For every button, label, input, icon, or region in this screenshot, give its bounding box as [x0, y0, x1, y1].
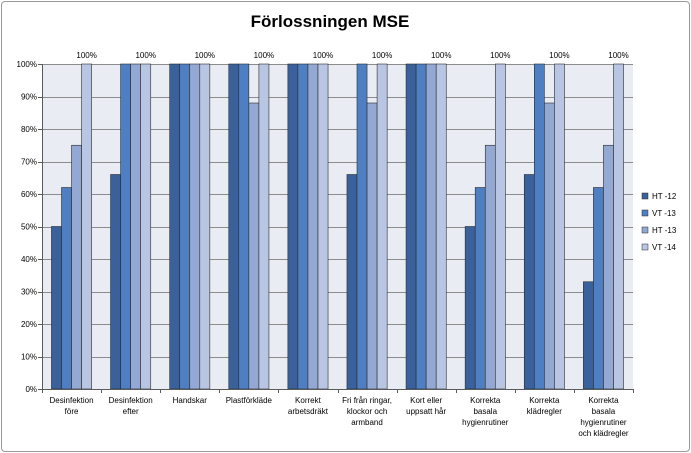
y-tick-label: 20%: [21, 320, 37, 329]
bar: [376, 63, 388, 390]
legend: HT -12 VT -13 HT -13 VT -14: [641, 192, 677, 252]
category-label: hygienrutiner: [580, 418, 627, 427]
bar: [51, 226, 62, 390]
category-label: Korrekta: [470, 396, 501, 405]
bar: [130, 63, 141, 390]
category-label: före: [65, 407, 79, 416]
data-label: 100%: [313, 51, 333, 60]
data-label: 100%: [490, 51, 510, 60]
legend-swatch: [641, 226, 649, 234]
data-label: 100%: [372, 51, 392, 60]
bar: [110, 174, 121, 390]
data-label: 100%: [254, 51, 274, 60]
bar: [61, 187, 72, 390]
category-label: arbetsdräkt: [288, 407, 329, 416]
category-label: Korrekt: [295, 396, 322, 405]
bar: [554, 63, 565, 390]
bar: [71, 144, 82, 390]
category-label: hygienrutiner: [462, 418, 509, 427]
bar: [317, 63, 329, 390]
data-label: 100%: [195, 51, 215, 60]
bar: [120, 63, 131, 390]
bar: [613, 63, 624, 390]
y-tick-label: 100%: [17, 60, 37, 69]
bar: [583, 281, 594, 390]
category-label: Kort eller: [410, 396, 442, 405]
legend-swatch: [641, 243, 649, 251]
category-label: Fri från ringar,: [342, 396, 392, 405]
data-label: 100%: [76, 51, 96, 60]
bar: [169, 63, 181, 390]
category-label: Korrekta: [529, 396, 560, 405]
legend-swatch: [641, 209, 649, 217]
legend-label: VT -14: [652, 243, 676, 252]
category-label: Plastförkläde: [226, 396, 273, 405]
category-label: Desinfektion: [50, 396, 94, 405]
y-tick-label: 0%: [25, 385, 37, 394]
bar: [523, 174, 535, 390]
category-label: efter: [123, 407, 139, 416]
bar: [435, 63, 447, 390]
bar: [179, 63, 191, 390]
category-label: Korrekta: [588, 396, 619, 405]
category-label: basala: [592, 407, 616, 416]
y-tick-label: 70%: [21, 158, 37, 167]
data-label: 100%: [549, 51, 569, 60]
bar: [366, 102, 378, 390]
y-tick-label: 10%: [21, 353, 37, 362]
bar: [228, 63, 240, 390]
y-tick-label: 40%: [21, 255, 37, 264]
bar: [484, 144, 496, 390]
category-labels: Desinfektion före Desinfektion efter Handska…: [50, 396, 629, 438]
bar: [356, 63, 368, 390]
category-label: klockor och: [347, 407, 387, 416]
bar: [464, 226, 476, 390]
bar: [534, 63, 545, 390]
bar: [415, 63, 427, 390]
bar: [258, 63, 270, 390]
bar: [287, 63, 299, 390]
data-labels: 100% 100% 100% 100% 100% 100% 100% 100% 100% 100%: [76, 51, 628, 60]
axes: [38, 64, 634, 393]
y-tick-labels: 0% 10% 20% 30% 40% 50% 60% 70% 80% 90% 100%: [17, 60, 37, 394]
data-label: 100%: [135, 51, 155, 60]
category-label: uppsatt hår: [406, 407, 446, 416]
bar: [405, 63, 417, 390]
y-tick-label: 80%: [21, 125, 37, 134]
category-label: basala: [473, 407, 497, 416]
category-label: Desinfektion: [109, 396, 153, 405]
category-label: klädregler: [527, 407, 562, 416]
data-label: 100%: [608, 51, 628, 60]
y-tick-label: 60%: [21, 190, 37, 199]
bar: [140, 63, 152, 390]
bar: [189, 63, 201, 390]
y-tick-label: 30%: [21, 288, 37, 297]
bar: [494, 63, 506, 390]
y-tick-label: 50%: [21, 223, 37, 232]
category-label: Handskar: [173, 396, 208, 405]
bar: [248, 102, 260, 390]
chart-title: Förlossningen MSE: [251, 12, 410, 31]
bar: [307, 63, 319, 390]
data-label: 100%: [431, 51, 451, 60]
legend-label: HT -12: [652, 192, 677, 201]
bars: [51, 63, 624, 390]
legend-label: HT -13: [652, 226, 677, 235]
bar: [346, 174, 358, 390]
bar: [238, 63, 250, 390]
bar: [425, 63, 437, 390]
bar: [297, 63, 309, 390]
bar: [603, 144, 614, 390]
bar: [544, 102, 555, 390]
bar: [81, 63, 92, 390]
bar: [474, 187, 486, 390]
bar: [593, 187, 604, 390]
legend-label: VT -13: [652, 209, 676, 218]
legend-swatch: [641, 192, 649, 200]
category-label: och klädregler: [578, 429, 629, 438]
y-tick-label: 90%: [21, 93, 37, 102]
bar: [199, 63, 211, 390]
category-label: armband: [351, 418, 383, 427]
